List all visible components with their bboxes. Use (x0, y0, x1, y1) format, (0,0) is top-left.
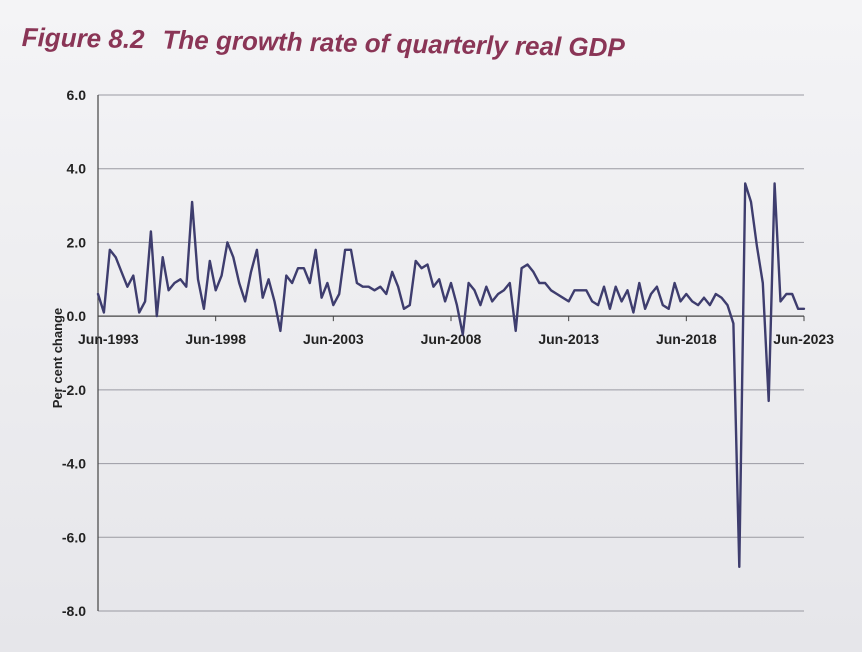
y-tick-labels: 6.0 4.0 2.0 0.0 -2.0 -4.0 -6.0 -8.0 (62, 87, 86, 619)
x-tick-label: Jun-2008 (421, 331, 482, 347)
series-line-0 (96, 182, 806, 568)
y-tick-label: -4.0 (62, 456, 86, 472)
x-tick-label: Jun-1998 (185, 331, 246, 347)
x-tick-label: Jun-2023 (773, 331, 834, 347)
x-tick-label: Jun-2018 (656, 331, 717, 347)
series-layer (96, 182, 806, 568)
x-tick-label: Jun-2013 (538, 331, 599, 347)
x-tick-labels: Jun-1993 Jun-1998 Jun-2003 Jun-2008 Jun-2013… (78, 316, 834, 347)
axes (97, 95, 804, 611)
y-tick-label: 2.0 (67, 234, 87, 250)
x-tick-label: Jun-1993 (78, 331, 139, 347)
y-tick-label: 6.0 (67, 87, 87, 103)
y-tick-label: 4.0 (67, 161, 87, 177)
y-axis-label: Per cent change (50, 308, 65, 408)
y-tick-label: -2.0 (62, 382, 86, 398)
grid-lines (98, 94, 804, 612)
x-tick-label: Jun-2003 (303, 331, 364, 347)
y-tick-label: 0.0 (67, 308, 87, 324)
y-tick-label: -6.0 (62, 529, 86, 545)
y-tick-label: -8.0 (62, 603, 86, 619)
